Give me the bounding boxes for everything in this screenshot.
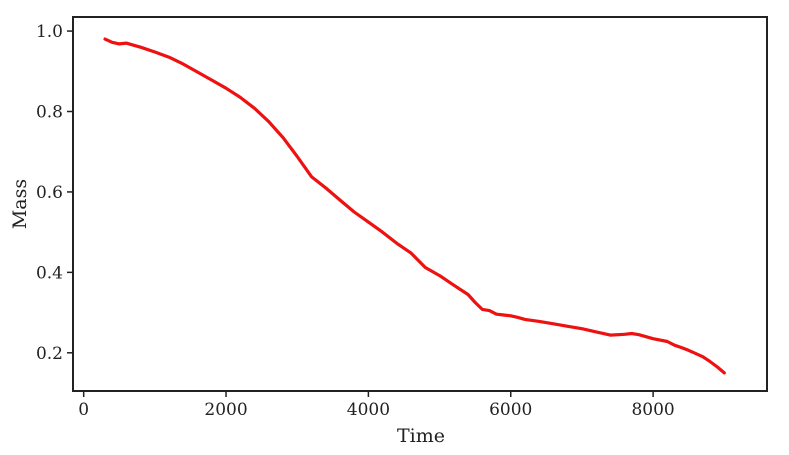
y-axis-label: Mass bbox=[9, 179, 31, 229]
y-tick-label: 0.2 bbox=[36, 344, 63, 364]
y-tick-label: 0.8 bbox=[36, 103, 63, 123]
y-tick-label: 0.4 bbox=[36, 263, 63, 283]
y-axis-ticks: 0.2 0.4 0.6 0.8 1.0 bbox=[36, 22, 73, 364]
x-tick-label: 8000 bbox=[631, 400, 674, 420]
x-axis-label: Time bbox=[397, 425, 445, 447]
x-tick-label: 6000 bbox=[489, 400, 532, 420]
y-tick-label: 0.6 bbox=[36, 183, 63, 203]
mass-series-line bbox=[103, 37, 726, 375]
x-tick-label: 4000 bbox=[347, 400, 390, 420]
plot-frame bbox=[72, 16, 768, 392]
y-tick-label: 1.0 bbox=[36, 22, 63, 42]
x-tick-label: 2000 bbox=[204, 400, 247, 420]
series-layer bbox=[103, 37, 726, 375]
x-tick-label: 0 bbox=[78, 400, 89, 420]
x-axis-ticks: 0 2000 4000 6000 8000 bbox=[78, 391, 675, 420]
